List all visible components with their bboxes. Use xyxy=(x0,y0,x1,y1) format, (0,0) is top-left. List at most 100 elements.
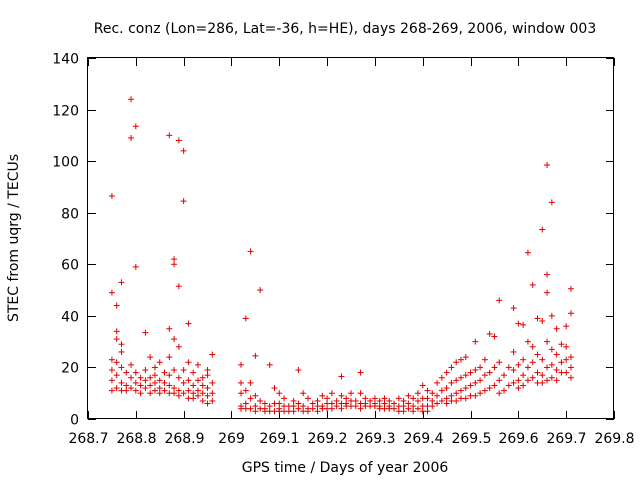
y-tick-label: 20 xyxy=(61,361,79,377)
data-point xyxy=(166,132,173,139)
data-point xyxy=(199,374,206,381)
data-point xyxy=(238,379,245,386)
data-point xyxy=(175,137,182,144)
data-point xyxy=(247,248,254,255)
data-point xyxy=(486,385,493,392)
data-point xyxy=(443,385,450,392)
data-point xyxy=(151,387,158,394)
data-point xyxy=(453,359,460,366)
data-point xyxy=(190,382,197,389)
data-point xyxy=(357,369,364,376)
data-point xyxy=(501,387,508,394)
x-tick-label: 269.3 xyxy=(355,431,395,447)
data-point xyxy=(118,341,125,348)
data-point xyxy=(520,356,527,363)
data-point xyxy=(544,377,551,384)
data-point xyxy=(142,367,149,374)
data-point xyxy=(204,372,211,379)
data-point xyxy=(424,387,431,394)
data-point xyxy=(462,372,469,379)
data-point xyxy=(357,405,364,412)
data-point xyxy=(242,400,249,407)
data-point xyxy=(434,379,441,386)
data-point xyxy=(438,374,445,381)
data-point xyxy=(204,385,211,392)
data-point xyxy=(199,397,206,404)
data-point xyxy=(414,397,421,404)
data-point xyxy=(238,390,245,397)
data-point xyxy=(563,343,570,350)
y-axis-label: STEC from uqrg / TECUs xyxy=(6,154,22,322)
data-point xyxy=(199,390,206,397)
data-point xyxy=(477,390,484,397)
y-tick-label: 120 xyxy=(52,104,79,120)
x-tick-label: 269.7 xyxy=(546,431,586,447)
data-point xyxy=(467,382,474,389)
data-point xyxy=(161,387,168,394)
data-point xyxy=(391,400,398,407)
data-point xyxy=(137,374,144,381)
data-point xyxy=(505,364,512,371)
data-point xyxy=(300,403,307,410)
data-point xyxy=(563,323,570,330)
data-point xyxy=(548,312,555,319)
data-point xyxy=(156,385,163,392)
data-point xyxy=(395,395,402,402)
y-tick-label: 80 xyxy=(61,207,79,223)
data-point xyxy=(539,356,546,363)
data-point xyxy=(481,356,488,363)
data-point xyxy=(333,397,340,404)
data-point xyxy=(113,336,120,343)
data-point xyxy=(204,392,211,399)
data-point xyxy=(185,387,192,394)
data-point xyxy=(548,346,555,353)
data-point xyxy=(171,367,178,374)
data-point xyxy=(137,382,144,389)
data-point xyxy=(333,403,340,410)
data-point xyxy=(386,397,393,404)
data-point xyxy=(309,400,316,407)
data-point xyxy=(156,377,163,384)
data-point xyxy=(128,374,135,381)
data-point xyxy=(175,343,182,350)
data-point xyxy=(352,397,359,404)
data-point xyxy=(190,369,197,376)
data-point xyxy=(204,400,211,407)
data-point xyxy=(128,385,135,392)
data-point xyxy=(520,321,527,328)
data-point xyxy=(290,403,297,410)
data-point xyxy=(247,405,254,412)
data-point xyxy=(548,199,555,206)
y-tick-label: 40 xyxy=(61,310,79,326)
data-point xyxy=(209,390,216,397)
data-point xyxy=(319,392,326,399)
x-tick-label: 268.9 xyxy=(164,431,204,447)
data-point xyxy=(400,397,407,404)
x-tick-label: 269.8 xyxy=(594,431,634,447)
y-tick-label: 60 xyxy=(61,258,79,274)
data-point xyxy=(539,379,546,386)
data-points xyxy=(108,96,574,415)
data-point xyxy=(381,400,388,407)
data-point xyxy=(314,397,321,404)
data-point xyxy=(300,390,307,397)
data-point xyxy=(457,387,464,394)
data-point xyxy=(108,192,115,199)
data-point xyxy=(362,395,369,402)
data-point xyxy=(481,372,488,379)
data-point xyxy=(429,397,436,404)
data-point xyxy=(510,379,517,386)
data-point xyxy=(567,354,574,361)
data-point xyxy=(524,364,531,371)
data-point xyxy=(338,405,345,412)
data-point xyxy=(242,387,249,394)
data-point xyxy=(567,285,574,292)
data-point xyxy=(113,302,120,309)
y-tick-label: 140 xyxy=(52,52,79,68)
y-tick-label: 0 xyxy=(70,413,79,429)
data-point xyxy=(539,318,546,325)
data-point xyxy=(505,382,512,389)
data-point xyxy=(247,379,254,386)
data-point xyxy=(266,403,273,410)
